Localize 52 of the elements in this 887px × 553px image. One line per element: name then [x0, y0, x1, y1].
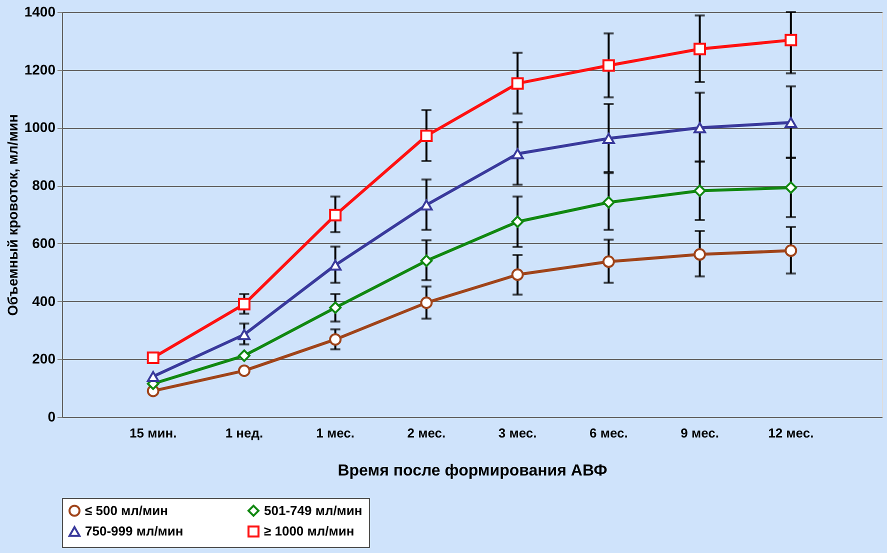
y-tick-label: 1200	[24, 61, 56, 78]
point	[784, 181, 798, 194]
y-tick-label: 1000	[24, 119, 56, 136]
point	[511, 215, 524, 228]
x-tick-label: 12 мес.	[768, 426, 814, 440]
point	[602, 59, 615, 72]
y-tick-label: 0	[48, 408, 56, 424]
point	[602, 132, 615, 144]
y-tick-label: 1400	[24, 4, 56, 20]
y-tick-label: 600	[32, 234, 56, 251]
legend-label: ≤ 500 мл/мин	[85, 502, 168, 518]
point	[511, 268, 524, 281]
x-tick-label: 15 мин.	[130, 426, 177, 440]
point	[146, 351, 160, 364]
x-tick-label: 1 мес.	[316, 426, 355, 440]
point	[329, 208, 342, 222]
point	[329, 301, 342, 314]
point	[694, 42, 706, 56]
point	[784, 116, 798, 128]
legend-label: 750-999 мл/мин	[85, 524, 184, 538]
point	[420, 130, 433, 142]
point	[329, 260, 342, 271]
point	[694, 248, 706, 261]
point	[420, 199, 433, 210]
point	[511, 77, 524, 90]
point	[784, 244, 798, 257]
point	[238, 349, 250, 362]
point	[238, 298, 250, 310]
point	[238, 329, 250, 340]
x-tick-label: 3 мес.	[498, 426, 537, 440]
x-tick-label: 1 нед.	[225, 426, 264, 440]
point	[420, 296, 433, 309]
y-tick-label: 200	[32, 350, 56, 367]
point	[511, 148, 524, 160]
y-axis-title: Объемный кровоток, мл/мин	[4, 114, 20, 316]
y-tick-label: 400	[32, 292, 56, 309]
point	[602, 196, 615, 209]
x-tick-label: 6 мес.	[589, 426, 628, 440]
point	[602, 255, 615, 268]
point	[784, 34, 798, 46]
point	[694, 184, 706, 198]
x-axis-title: Время после формирования АВФ	[338, 462, 608, 480]
point	[420, 254, 433, 268]
y-tick-label: 800	[32, 177, 56, 194]
x-tick-label: 9 мес.	[680, 426, 719, 440]
point	[329, 333, 342, 346]
point	[694, 122, 706, 134]
point	[238, 364, 250, 377]
point	[146, 370, 160, 382]
x-tick-label: 2 мес.	[407, 426, 446, 440]
legend-label: ≥ 1000 мл/мин	[264, 524, 354, 538]
legend-label: 501-749 мл/мин	[264, 502, 362, 518]
